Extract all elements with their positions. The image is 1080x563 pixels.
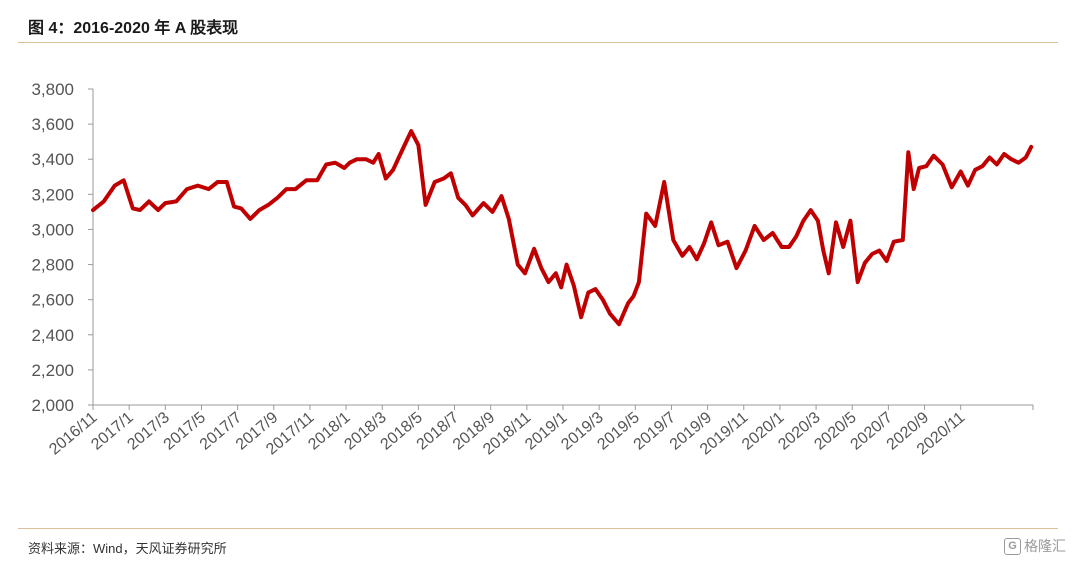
- watermark-logo: G 格隆汇: [1004, 536, 1066, 556]
- source-note: 资料来源：Wind，天风证券研究所: [28, 541, 227, 556]
- header-divider: [18, 42, 1058, 43]
- y-tick-label: 3,800: [31, 80, 74, 99]
- y-tick-label: 2,800: [31, 256, 74, 275]
- logo-icon: G: [1004, 537, 1021, 555]
- x-axis: 2016/112017/12017/32017/52017/72017/9201…: [46, 404, 1034, 459]
- y-axis: 2,000 2,200 2,400 2,600 2,800 3,000 3,200 3,400…: [31, 80, 94, 415]
- y-tick-label: 2,200: [31, 361, 74, 380]
- series-line: [91, 129, 1034, 327]
- logo-text: 格隆汇: [1024, 538, 1066, 554]
- series-layer: [91, 129, 1034, 327]
- y-tick-label: 3,600: [31, 115, 74, 134]
- y-tick-label: 3,200: [31, 185, 74, 204]
- y-tick-label: 3,400: [31, 150, 74, 169]
- footer-divider: [18, 528, 1058, 529]
- y-tick-label: 3,000: [31, 220, 74, 239]
- chart-title: 图 4：2016-2020 年 A 股表现: [28, 20, 239, 37]
- x-tick-label: 2016/11: [46, 409, 100, 459]
- y-tick-label: 2,600: [31, 291, 74, 310]
- y-tick-label: 2,000: [31, 396, 74, 415]
- y-tick-label: 2,400: [31, 326, 74, 345]
